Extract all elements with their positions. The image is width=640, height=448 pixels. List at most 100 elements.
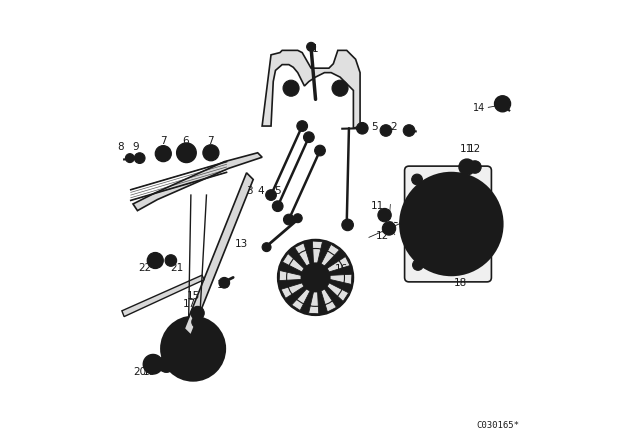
Text: 12: 12	[468, 144, 481, 154]
Polygon shape	[281, 283, 304, 298]
Text: 5: 5	[371, 122, 378, 132]
Circle shape	[177, 333, 209, 364]
Circle shape	[444, 216, 460, 232]
Circle shape	[137, 155, 142, 161]
Circle shape	[283, 80, 299, 96]
Text: 21: 21	[170, 263, 184, 273]
Circle shape	[184, 340, 202, 358]
Text: 2: 2	[390, 122, 397, 133]
Text: 19: 19	[143, 367, 156, 377]
Circle shape	[203, 145, 219, 161]
Circle shape	[219, 277, 230, 288]
Text: 5: 5	[274, 186, 281, 196]
Polygon shape	[312, 241, 323, 263]
Circle shape	[382, 222, 396, 235]
Polygon shape	[292, 289, 310, 310]
Circle shape	[412, 174, 422, 185]
Text: 12: 12	[376, 232, 389, 241]
Text: 6: 6	[182, 136, 189, 146]
Circle shape	[356, 122, 368, 134]
Polygon shape	[262, 50, 360, 128]
Circle shape	[165, 255, 177, 266]
Text: 10: 10	[217, 280, 230, 290]
Circle shape	[380, 125, 392, 136]
Circle shape	[207, 149, 214, 156]
Polygon shape	[133, 153, 262, 211]
Circle shape	[303, 132, 314, 142]
Circle shape	[309, 271, 322, 284]
Circle shape	[475, 205, 486, 216]
Circle shape	[459, 159, 475, 175]
Text: 11: 11	[371, 201, 385, 211]
Circle shape	[403, 125, 415, 136]
Polygon shape	[282, 254, 304, 272]
Circle shape	[161, 317, 225, 381]
Circle shape	[302, 264, 329, 291]
Polygon shape	[330, 274, 352, 284]
Circle shape	[134, 153, 145, 164]
Polygon shape	[321, 244, 339, 266]
Text: 17: 17	[183, 299, 196, 309]
Circle shape	[413, 260, 423, 270]
Circle shape	[297, 121, 308, 131]
Polygon shape	[294, 243, 310, 266]
Circle shape	[400, 173, 502, 275]
Polygon shape	[327, 283, 349, 302]
Circle shape	[342, 219, 353, 231]
Text: 7: 7	[160, 136, 166, 146]
Circle shape	[181, 147, 192, 158]
Circle shape	[284, 214, 294, 225]
Circle shape	[147, 253, 163, 268]
Circle shape	[332, 80, 348, 96]
Polygon shape	[184, 173, 253, 335]
Text: 13: 13	[235, 239, 248, 249]
Circle shape	[337, 85, 344, 92]
Circle shape	[415, 262, 420, 267]
Polygon shape	[308, 292, 319, 314]
Circle shape	[315, 145, 325, 156]
Circle shape	[192, 316, 204, 328]
Text: 4: 4	[258, 186, 264, 196]
Circle shape	[386, 225, 392, 232]
Text: 22: 22	[138, 263, 152, 273]
Circle shape	[160, 150, 167, 157]
Circle shape	[381, 212, 388, 218]
Circle shape	[125, 154, 134, 163]
Text: 16: 16	[334, 264, 348, 275]
Text: 14: 14	[472, 103, 484, 113]
Circle shape	[273, 201, 283, 211]
Polygon shape	[122, 275, 204, 317]
Text: 7: 7	[207, 136, 214, 146]
Circle shape	[158, 356, 175, 372]
Circle shape	[177, 143, 196, 163]
Circle shape	[147, 358, 159, 370]
Polygon shape	[279, 271, 301, 280]
Circle shape	[414, 177, 420, 182]
Polygon shape	[321, 289, 337, 312]
Text: 3: 3	[246, 186, 252, 196]
Text: 9: 9	[132, 142, 139, 152]
Polygon shape	[327, 257, 350, 272]
Circle shape	[189, 344, 198, 353]
Circle shape	[278, 240, 353, 315]
Text: 20: 20	[133, 367, 147, 377]
Text: 15: 15	[186, 291, 200, 301]
Circle shape	[477, 208, 483, 213]
Circle shape	[468, 161, 481, 173]
Circle shape	[293, 214, 302, 223]
Circle shape	[191, 306, 204, 320]
Text: 1: 1	[312, 44, 319, 54]
Text: 11: 11	[460, 144, 474, 154]
Text: 18: 18	[454, 278, 467, 288]
Circle shape	[143, 354, 163, 374]
FancyBboxPatch shape	[404, 166, 492, 282]
Circle shape	[436, 208, 467, 240]
Circle shape	[499, 100, 506, 108]
Circle shape	[156, 146, 172, 162]
Circle shape	[495, 96, 511, 112]
Text: 8: 8	[118, 142, 124, 152]
Text: C030165*: C030165*	[477, 421, 520, 430]
Circle shape	[378, 208, 391, 222]
Circle shape	[287, 85, 294, 92]
Circle shape	[151, 257, 159, 264]
